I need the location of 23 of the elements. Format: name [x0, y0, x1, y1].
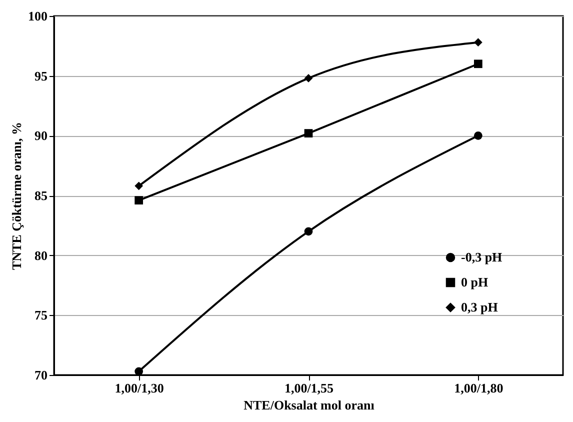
- x-tick-label: 1,00/1,80: [454, 380, 504, 396]
- y-tick-label: 70: [34, 368, 48, 382]
- x-tick-label: 1,00/1,55: [284, 380, 334, 396]
- point: [474, 60, 482, 68]
- y-tick-label: 75: [34, 308, 48, 323]
- point: [304, 74, 313, 82]
- point: [474, 131, 482, 140]
- x-tick-label: 1,00/1,30: [114, 380, 164, 396]
- y-tick-label: 80: [34, 248, 48, 263]
- y-tick-label: 95: [34, 68, 48, 84]
- point: [304, 227, 313, 236]
- point: [474, 38, 482, 47]
- x-axis-title: NTE/Oksalat mol oranı: [244, 398, 375, 412]
- point: [134, 196, 144, 204]
- legend-label: -0,3 pH: [461, 250, 502, 264]
- y-tick-label: 90: [34, 128, 48, 144]
- y-tick-label: 85: [34, 188, 48, 203]
- y-axis-title: TNTE Çöktürme oranı, %: [9, 122, 24, 270]
- legend-label: 0 pH: [461, 274, 488, 290]
- legend-label: 0,3 pH: [461, 300, 498, 314]
- y-tick-label: 100: [28, 8, 48, 24]
- point: [134, 182, 144, 190]
- point: [304, 129, 313, 138]
